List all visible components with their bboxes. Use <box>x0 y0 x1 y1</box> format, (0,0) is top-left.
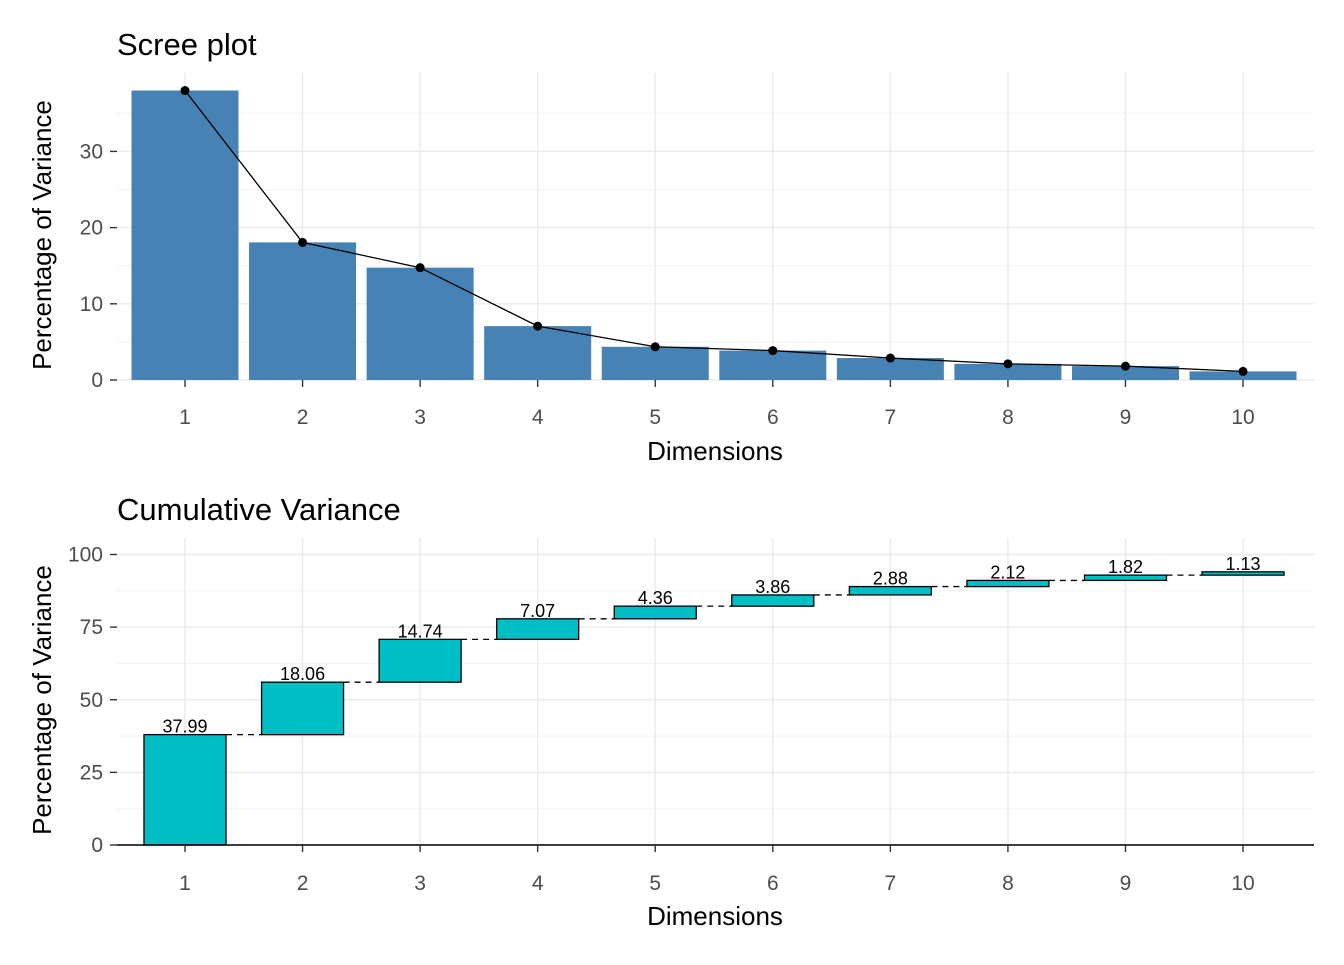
x-tick-label: 6 <box>767 872 779 895</box>
cumulative-variance-y-ticks: 0 25 50 75 100 <box>68 544 117 857</box>
cumulative-bar <box>966 579 1050 588</box>
cumulative-bar <box>378 638 462 683</box>
scree-bar <box>131 90 239 380</box>
scree-point <box>650 342 660 352</box>
cumulative-bar <box>1083 574 1168 582</box>
y-tick-label: 100 <box>68 544 103 567</box>
bar-value-label: 37.99 <box>162 717 207 737</box>
scree-point <box>533 321 543 331</box>
scree-plot-title: Scree plot <box>117 27 257 62</box>
cumulative-variance-bars <box>143 571 1285 846</box>
y-tick-label: 30 <box>80 140 103 163</box>
cumulative-bar <box>613 605 697 620</box>
scree-point <box>180 86 190 96</box>
scree-plot-y-axis-title: Percentage of Variance <box>27 100 57 370</box>
bar-value-label: 3.86 <box>755 577 790 597</box>
bar-value-label: 4.36 <box>638 588 673 608</box>
x-tick-label: 5 <box>649 872 661 895</box>
x-tick-label: 7 <box>885 406 897 429</box>
y-tick-label: 20 <box>80 217 103 240</box>
x-tick-label: 4 <box>532 406 544 429</box>
cumulative-variance-x-ticks: 1 2 3 4 5 6 7 8 9 10 <box>179 845 1255 895</box>
scree-line-path <box>184 90 1244 373</box>
cumulative-bar <box>143 733 227 846</box>
scree-bar <box>484 326 592 380</box>
cumulative-variance-x-axis-title: Dimensions <box>647 901 783 931</box>
y-tick-label: 50 <box>80 689 103 712</box>
bar-value-label: 14.74 <box>398 621 443 641</box>
x-tick-label: 1 <box>179 406 191 429</box>
y-tick-label: 10 <box>80 293 103 316</box>
scree-plot-x-axis-title: Dimensions <box>647 436 783 466</box>
y-tick-label: 75 <box>80 616 103 639</box>
scree-point <box>1238 366 1248 376</box>
cumulative-variance-title: Cumulative Variance <box>117 492 401 527</box>
x-tick-label: 3 <box>414 872 426 895</box>
x-tick-label: 1 <box>179 872 191 895</box>
scree-bar <box>601 346 709 380</box>
x-tick-label: 9 <box>1120 872 1132 895</box>
scree-plot-line <box>180 86 1248 376</box>
cumulative-bar <box>260 681 345 736</box>
x-tick-label: 4 <box>532 872 544 895</box>
cumulative-variance-panel: Cumulative Variance 37.99 18.06 14.74 7.07 4… <box>27 492 1314 931</box>
scree-point <box>1120 361 1130 371</box>
y-tick-label: 25 <box>80 761 103 784</box>
x-tick-label: 5 <box>649 406 661 429</box>
x-tick-label: 2 <box>297 872 309 895</box>
cumulative-bar <box>731 594 815 607</box>
x-tick-label: 7 <box>885 872 897 895</box>
x-tick-label: 6 <box>767 406 779 429</box>
scree-bar <box>719 350 827 380</box>
cumulative-bar <box>1201 571 1285 576</box>
bar-value-label: 2.88 <box>873 569 908 589</box>
scree-plot-y-ticks: 0 10 20 30 <box>80 140 117 392</box>
bar-value-label: 7.07 <box>520 601 555 621</box>
bar-value-label: 1.82 <box>1108 557 1143 577</box>
scree-bar <box>1071 366 1179 380</box>
scree-point <box>298 237 308 247</box>
bar-value-label: 18.06 <box>280 664 325 684</box>
x-tick-label: 10 <box>1231 872 1254 895</box>
cumulative-variance-y-axis-title: Percentage of Variance <box>27 565 57 835</box>
scree-bar <box>366 267 474 380</box>
bar-value-label: 1.13 <box>1226 554 1261 574</box>
scree-plot-x-ticks: 1 2 3 4 5 6 7 8 9 10 <box>179 380 1255 429</box>
scree-point <box>1003 359 1013 369</box>
scree-point <box>768 346 778 356</box>
x-tick-label: 10 <box>1231 406 1254 429</box>
scree-bar <box>954 363 1062 380</box>
x-tick-label: 8 <box>1002 872 1014 895</box>
x-tick-label: 8 <box>1002 406 1014 429</box>
scree-plot-panel: Scree plot 0 10 20 30 1 2 3 4 5 6 7 8 9 10 Dimension… <box>27 27 1314 466</box>
scree-point <box>415 263 425 273</box>
scree-bar <box>836 358 944 380</box>
bar-value-label: 2.12 <box>990 562 1025 582</box>
cumulative-variance-connectors <box>226 574 1203 736</box>
y-tick-label: 0 <box>91 834 103 857</box>
x-tick-label: 3 <box>414 406 426 429</box>
cumulative-variance-data-labels: 37.99 18.06 14.74 7.07 4.36 3.86 2.88 2.12 1.82 1… <box>162 554 1260 737</box>
x-tick-label: 9 <box>1120 406 1132 429</box>
cumulative-bar <box>848 585 933 596</box>
cumulative-bar <box>496 618 580 641</box>
scree-bar <box>249 242 357 380</box>
x-tick-label: 2 <box>297 406 309 429</box>
scree-point <box>885 353 895 363</box>
y-tick-label: 0 <box>91 369 103 392</box>
scree-plot-bars <box>131 90 1297 380</box>
